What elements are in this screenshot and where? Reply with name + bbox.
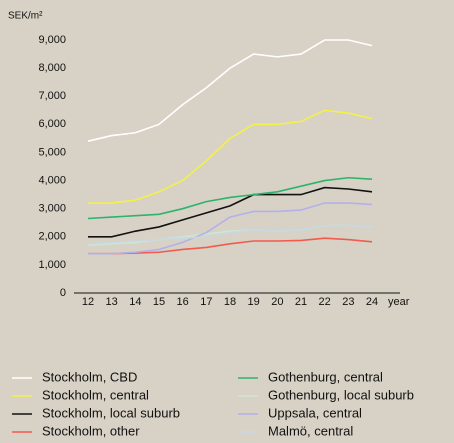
x-tick-label: 15: [153, 296, 165, 308]
x-tick-label: 23: [342, 296, 354, 308]
y-tick-label: 3,000: [38, 203, 66, 215]
legend-label: Stockholm, central: [42, 387, 149, 402]
y-tick-label: 9,000: [38, 34, 66, 46]
x-tick-label: 18: [224, 296, 236, 308]
x-tick-label: 22: [319, 296, 331, 308]
series-line: [88, 202, 373, 255]
y-tick-label: 6,000: [38, 118, 66, 130]
legend-label: Stockholm, local suburb: [42, 405, 180, 420]
series-line: [87, 224, 373, 247]
series-line: [88, 237, 373, 255]
x-tick-label: 16: [177, 296, 189, 308]
y-axis-label: SEK/m²: [8, 11, 43, 22]
x-tick-label: 20: [271, 296, 283, 308]
legend-label: Stockholm, other: [42, 423, 140, 438]
x-tick-label: 24: [366, 296, 378, 308]
series-line: [88, 186, 373, 238]
series-line: [88, 109, 373, 204]
x-tick-label: 14: [129, 296, 141, 308]
y-tick-label: 2,000: [38, 231, 66, 243]
legend-label: Malmö, central: [268, 423, 353, 438]
y-tick-label: 5,000: [38, 146, 66, 158]
x-tick-label: 12: [82, 296, 94, 308]
legend-label: Gothenburg, local suburb: [268, 387, 414, 402]
y-tick-label: 7,000: [38, 90, 66, 102]
x-tick-label: 21: [295, 296, 307, 308]
x-axis-label: year: [388, 296, 410, 308]
y-tick-label: 1,000: [38, 259, 66, 271]
x-tick-label: 19: [248, 296, 260, 308]
series-line: [87, 224, 373, 245]
legend-label: Uppsala, central: [268, 405, 362, 420]
legend-label: Stockholm, CBD: [42, 369, 137, 384]
y-tick-label: 4,000: [38, 174, 66, 186]
x-tick-label: 13: [106, 296, 118, 308]
y-tick-label: 0: [60, 287, 66, 299]
y-tick-label: 8,000: [38, 62, 66, 74]
legend-label: Gothenburg, central: [268, 369, 383, 384]
x-tick-label: 17: [200, 296, 212, 308]
series-line: [87, 176, 373, 220]
series-line: [87, 39, 373, 142]
